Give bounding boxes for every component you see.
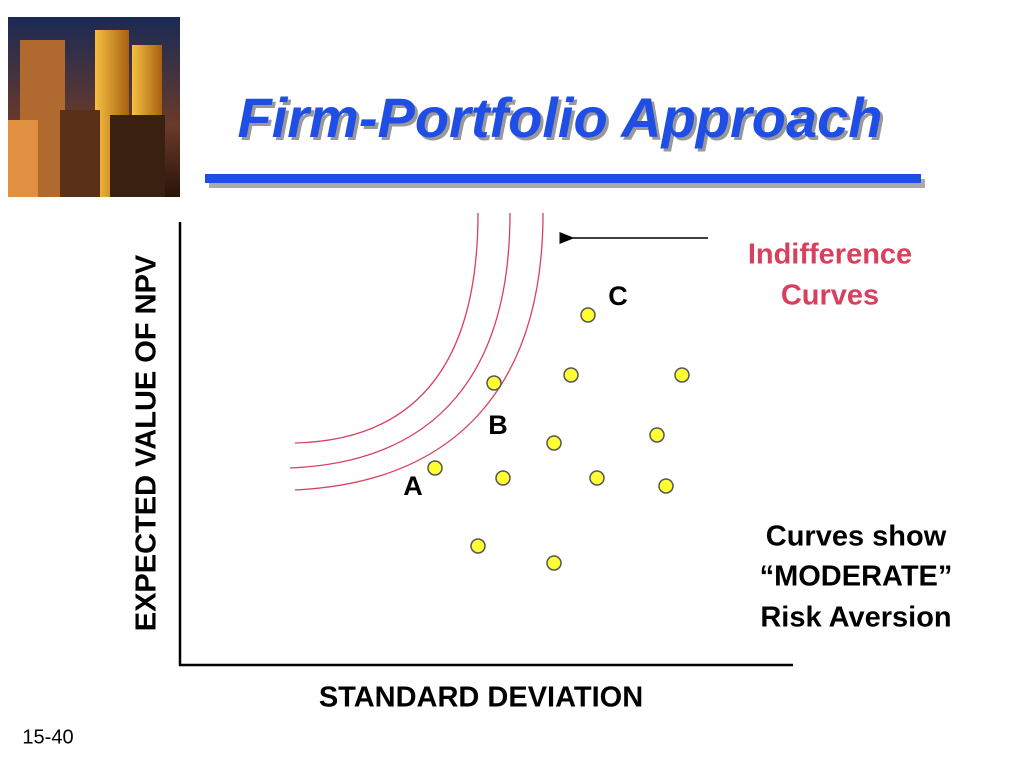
point-label: A [403, 471, 423, 501]
title: Firm-Portfolio Approach [237, 86, 882, 149]
note: “MODERATE” [760, 561, 953, 593]
title-shadow: Firm-Portfolio Approach [240, 89, 885, 152]
note: Curves show [766, 521, 947, 553]
indifference-curves [289, 212, 544, 491]
point-label: C [608, 281, 628, 311]
x-axis-label: STANDARD DEVIATION [319, 682, 643, 714]
point-label: B [488, 410, 508, 440]
points [427, 307, 690, 571]
building-image [8, 17, 180, 197]
title-underline-shadow [209, 179, 925, 188]
note: Risk Aversion [760, 602, 951, 634]
axes [178, 222, 793, 667]
title-underline [205, 174, 921, 183]
curves-label: Curves [781, 280, 879, 312]
curves-label: Indifference [748, 239, 912, 271]
y-axis-label: EXPECTED VALUE OF NPV [131, 254, 163, 631]
slide-number: 15-40 [22, 726, 73, 748]
